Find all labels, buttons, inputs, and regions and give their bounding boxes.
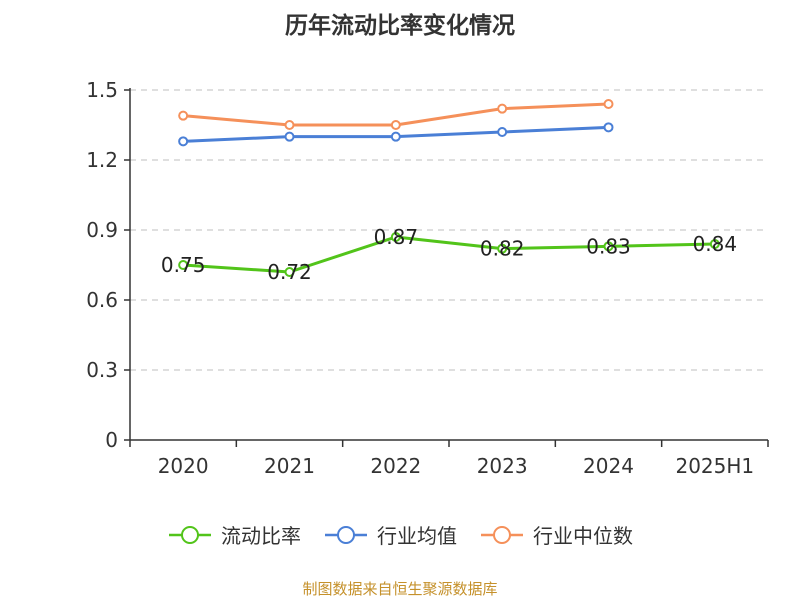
data-label: 0.82 [480,237,525,261]
data-point-2 [284,120,295,130]
x-tick-label: 2022 [370,454,421,478]
legend-marker-1 [325,525,367,544]
axes: 0 0.3 0.6 0.9 1.2 1.5 2020 2021 2022 2023 2024 2025… [86,78,769,478]
y-tick-label: 1.5 [86,78,118,102]
data-point-2 [390,120,401,130]
y-tick-label: 0 [105,428,118,452]
legend-item-2[interactable]: 行业中位数 [479,520,633,549]
data-point-2 [178,110,189,121]
x-tick-label: 2023 [477,454,528,478]
data-label: 0.72 [267,260,312,284]
y-tick-label: 0.6 [86,288,118,312]
data-point-1 [603,122,614,133]
data-point-0 [497,243,508,254]
x-tick-label: 2020 [158,454,209,478]
legend-item-0[interactable]: 流动比率 [167,520,301,549]
data-point-0 [603,241,614,252]
data-point-0 [709,239,720,249]
data-label: 0.75 [161,253,206,277]
x-tick-label: 2025H1 [675,454,754,478]
legend-label-2: 行业中位数 [533,524,633,548]
data-point-2 [603,99,614,109]
data-point-1 [390,131,401,142]
legend-item-1[interactable]: 行业均值 [323,520,457,549]
source-note: 制图数据来自恒生聚源数据库 [302,580,498,598]
data-point-2 [497,103,508,114]
data-labels: 0.75 0.72 0.87 0.82 0.83 0.84 [161,225,737,284]
data-point-1 [497,127,508,137]
data-point-0 [390,232,401,242]
x-tick-label: 2021 [264,454,315,478]
legend-label-1: 行业均值 [377,524,457,548]
legend-marker-0 [169,525,211,544]
data-label: 0.84 [693,232,738,256]
data-point-1 [178,136,189,147]
data-point-0 [284,267,295,277]
y-tick-label: 0.3 [86,358,118,382]
grid-lines [130,89,768,371]
legend-label-0: 流动比率 [221,524,301,548]
legend: 流动比率 行业均值 行业中位数 [0,520,800,549]
chart-title: 历年流动比率变化情况 [285,13,515,39]
data-label: 0.83 [586,234,631,258]
data-point-0 [178,260,189,270]
y-tick-label: 0.9 [86,218,118,242]
x-tick-label: 2024 [583,454,634,478]
y-tick-label: 1.2 [86,148,118,172]
data-label: 0.87 [374,225,419,249]
series-lines [178,99,720,277]
series-line-0 [183,235,715,274]
data-point-1 [284,131,295,142]
legend-marker-2 [481,525,523,544]
